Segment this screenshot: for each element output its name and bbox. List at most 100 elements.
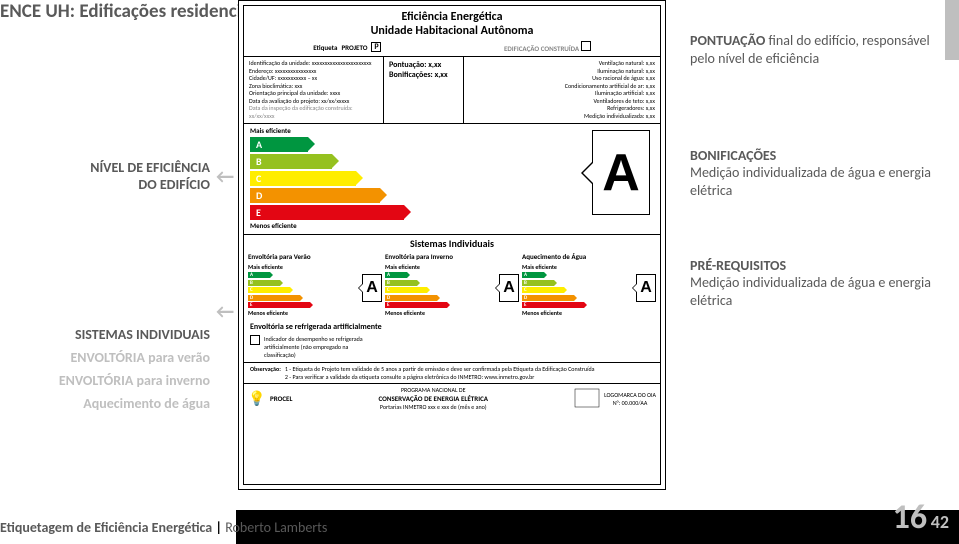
item-line: Medição individualizada: x,xx: [469, 113, 655, 121]
mini-grade-bar-D: D: [522, 295, 574, 301]
col-title: Aquecimento de Água: [522, 252, 656, 261]
menos-eficiente-label: Menos eficiente: [250, 221, 654, 230]
oia-nr: N°: 00.000/AA: [604, 399, 656, 407]
nivel-l2: DO EDIFÍCIO: [0, 177, 210, 194]
menos-ef-mini: Menos eficiente: [385, 309, 519, 317]
mini-grade-bar-E: E: [248, 302, 310, 308]
col-aquec: Aquecimento de Água Mais eficiente A BCDE…: [522, 252, 656, 317]
col-title: Envoltória para Inverno: [385, 252, 519, 261]
mini-grade-bar-C: C: [248, 287, 290, 293]
programa-text: PROGRAMA NACIONAL DE CONSERVAÇÃO DE ENER…: [296, 386, 570, 411]
main-efficiency-scale: Mais eficiente ABCDE Menos eficiente A: [244, 124, 660, 234]
sistemas-block: SISTEMAS INDIVIDUAIS ENVOLTÓRIA para ver…: [0, 326, 210, 412]
grade-bar-E: E: [250, 205, 404, 220]
sistemas-title: Sistemas Individuais: [244, 235, 660, 252]
bonif-block: BONIFICAÇÕES Medição individualizada de …: [690, 147, 945, 199]
observacao-row: Observação: 1 - Etiqueta de Projeto tem …: [244, 362, 660, 384]
menos-ef-mini: Menos eficiente: [522, 309, 656, 317]
label-subtitle: Unidade Habitacional Autônoma: [244, 24, 660, 38]
mais-ef-mini: Mais eficiente: [385, 263, 519, 271]
arrow-icon: ←: [216, 165, 234, 189]
mini-grade-row-E: E: [385, 302, 519, 309]
menos-ef-mini: Menos eficiente: [248, 309, 382, 317]
refrig-checkbox: [250, 335, 260, 345]
projeto-checkbox: P: [371, 42, 381, 52]
projeto-text: PROJETO: [341, 43, 367, 52]
arrow-icon: ←: [216, 300, 234, 324]
id-column: Identificação da unidade: xxxxxxxxxxxxxx…: [244, 57, 384, 123]
page-title: ENCE UH: Edificações residenciais: [0, 0, 263, 23]
items-column: Ventilação natural: x,xx Iluminação natu…: [464, 57, 660, 123]
bulb-icon: 💡: [248, 388, 266, 410]
env-inverno-label: ENVOLTÓRIA para inverno: [0, 372, 210, 389]
mini-grade-bar-D: D: [248, 295, 300, 301]
mini-grade-bar-B: B: [385, 280, 417, 286]
bonif-body: Medição individualizada de água e energi…: [690, 164, 945, 199]
id-line: Data da inspeção da edificação construíd…: [249, 105, 378, 120]
col-inverno: Envoltória para Inverno Mais eficiente A…: [385, 252, 519, 317]
prog-l1: PROGRAMA NACIONAL DE: [296, 386, 570, 394]
label-info-row: Identificação da unidade: xxxxxxxxxxxxxx…: [244, 57, 660, 123]
slide-number: 16 42: [893, 497, 949, 538]
mini-grade-bar-D: D: [385, 295, 437, 301]
pontuacao-line: Pontuação: x,xx: [389, 60, 458, 70]
indicador-text: Indicador de desempenho se refrigerada a…: [264, 335, 374, 359]
pre-body: Medição individualizada de água e energi…: [690, 274, 945, 309]
mini-grade-bar-B: B: [522, 280, 554, 286]
inmetro-logo-placeholder: [574, 388, 600, 410]
env-verao-label: ENVOLTÓRIA para verão: [0, 349, 210, 366]
etiqueta-text: Etiqueta: [313, 43, 337, 52]
mini-grade-box: A: [636, 274, 656, 302]
grade-bar-B: B: [250, 154, 332, 169]
footer-text: Etiquetagem de Eficiência Energética | R…: [0, 519, 327, 536]
pontuacao-block: PONTUAÇÃO final do edifício, responsável…: [690, 32, 945, 67]
energy-label-inner: Eficiência Energética Unidade Habitacion…: [243, 5, 661, 485]
grade-bar-A: A: [250, 137, 308, 152]
mais-ef-mini: Mais eficiente: [248, 263, 382, 271]
grade-bar-D: D: [250, 188, 380, 203]
left-column: NÍVEL DE EFICIÊNCIA DO EDIFÍCIO SISTEMAS…: [0, 160, 210, 412]
bonif-line: Bonificações: x,xx: [389, 70, 458, 80]
mini-grade-bar-B: B: [248, 280, 280, 286]
col-verao: Envoltória para Verão Mais eficiente ABC…: [248, 252, 382, 317]
grade-bar-C: C: [250, 171, 356, 186]
mini-grade-row-E: E: [522, 302, 656, 309]
obs-label: Observação:: [250, 365, 281, 381]
mini-grade-box: A: [499, 274, 519, 302]
pre-hdr: PRÉ-REQUISITOS: [690, 257, 945, 274]
sistemas-label: SISTEMAS INDIVIDUAIS: [0, 326, 210, 343]
footer-part1: Etiquetagem de Eficiência Energética: [0, 519, 212, 536]
constr-checkbox: [581, 41, 591, 51]
pre-block: PRÉ-REQUISITOS Medição individualizada d…: [690, 257, 945, 309]
mini-grade-row-E: E: [248, 302, 382, 309]
edif-constr-text: EDIFICAÇÃO CONSTRUÍDA: [504, 44, 579, 53]
bonif-hdr: BONIFICAÇÕES: [690, 147, 945, 164]
footer-part2: Roberto Lamberts: [225, 519, 327, 536]
procel-text: PROCEL: [270, 394, 292, 403]
label-footer: 💡 PROCEL PROGRAMA NACIONAL DE CONSERVAÇÃ…: [244, 384, 660, 413]
mais-ef-mini: Mais eficiente: [522, 263, 656, 271]
mini-grade-bar-E: E: [385, 302, 447, 308]
oia-text: LOGOMARCA DO OIA: [604, 391, 656, 399]
energy-label: Eficiência Energética Unidade Habitacion…: [238, 0, 666, 490]
main-grade-box: A: [592, 130, 650, 215]
obs-line: 2 - Para verificar a validade da etiquet…: [285, 373, 654, 381]
slide-total: 42: [931, 511, 949, 533]
aquec-label: Aquecimento de água: [0, 395, 210, 412]
right-column: PONTUAÇÃO final do edifício, responsável…: [690, 32, 945, 329]
prog-l3: Portarias INMETRO xxx e xxx de (mês e an…: [296, 403, 570, 411]
side-stripe: [945, 0, 959, 60]
refrig-row: Envoltória se refrigerada artificialment…: [244, 319, 660, 335]
mini-grade-bar-A: A: [385, 272, 407, 278]
sistemas-row: Envoltória para Verão Mais eficiente ABC…: [244, 252, 660, 319]
etiqueta-row: Etiqueta PROJETO P EDIFICAÇÃO CONSTRUÍDA: [252, 41, 652, 53]
mini-grade-box: A: [362, 274, 382, 302]
col-title: Envoltória para Verão: [248, 252, 382, 261]
mini-grade-bar-A: A: [248, 272, 270, 278]
mini-grade-bar-C: C: [522, 287, 564, 293]
mini-grade-bar-C: C: [385, 287, 427, 293]
prog-l2: CONSERVAÇÃO DE ENERGIA ELÉTRICA: [296, 394, 570, 403]
obs-line: 1 - Etiqueta de Projeto tem validade de …: [285, 365, 654, 373]
refrig-label: Envoltória se refrigerada artificialment…: [250, 322, 382, 332]
slide-cur: 16: [893, 497, 927, 538]
